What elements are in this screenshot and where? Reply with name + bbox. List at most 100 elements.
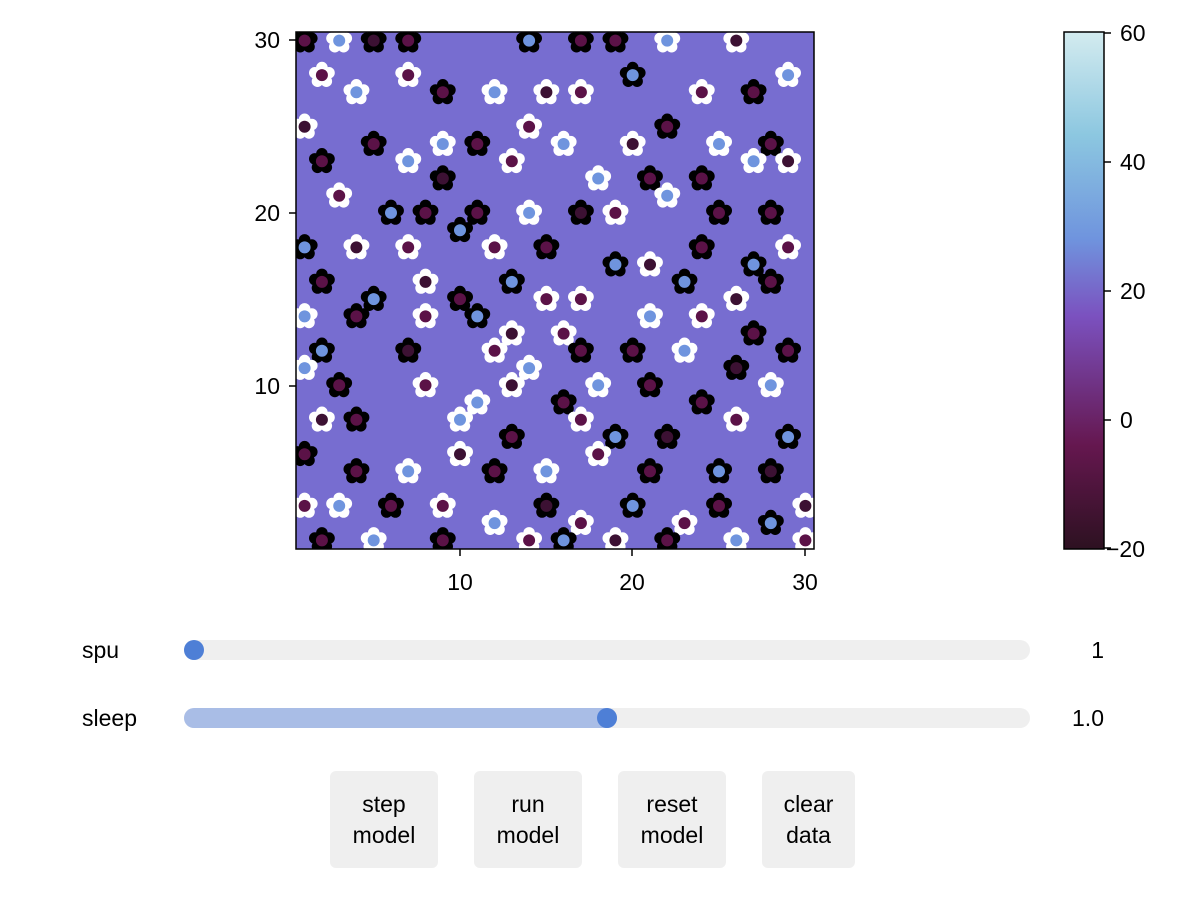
black-daisy [533, 492, 560, 518]
black-daisy [481, 458, 508, 484]
white-daisy [343, 234, 370, 260]
black-daisy [296, 32, 318, 53]
white-daisy [533, 458, 560, 484]
black-daisy [757, 130, 784, 156]
black-daisy [706, 492, 732, 518]
white-daisy [533, 79, 560, 105]
black-daisy [296, 440, 318, 467]
white-daisy [498, 372, 525, 398]
white-daisy [481, 337, 508, 363]
black-daisy [757, 458, 784, 484]
black-daisy [740, 320, 767, 346]
white-daisy [775, 148, 801, 174]
white-daisy [585, 165, 612, 191]
step-model-button-line2: model [352, 821, 416, 848]
black-daisy [447, 285, 474, 312]
black-daisy [775, 337, 801, 363]
white-daisy [326, 492, 353, 518]
black-daisy [296, 234, 318, 260]
x-tick-label: 30 [792, 569, 818, 595]
black-daisy [757, 199, 784, 225]
colorbar: 60 40 20 0 −20 [1063, 20, 1146, 562]
white-daisy [619, 130, 646, 156]
spu-label: spu [82, 637, 120, 663]
white-daisy [706, 130, 732, 156]
black-daisy [602, 423, 629, 449]
black-daisy [464, 130, 491, 156]
black-daisy [309, 268, 335, 294]
white-daisy [775, 234, 801, 260]
black-daisy [723, 354, 750, 380]
white-daisy [585, 440, 612, 467]
black-daisy [619, 61, 646, 87]
black-daisy [309, 337, 335, 363]
white-daisy [723, 285, 750, 312]
spu-slider-track[interactable] [184, 640, 1030, 660]
black-daisy [654, 527, 681, 549]
white-daisy [602, 527, 629, 549]
reset-model-button-line1: reset [646, 790, 698, 817]
black-daisy [360, 130, 387, 156]
colorbar-tick-label: 60 [1120, 20, 1146, 46]
white-daisy [568, 406, 594, 432]
white-daisy [326, 182, 353, 208]
spu-slider-knob[interactable] [184, 640, 204, 660]
black-daisy [568, 199, 594, 225]
white-daisy [516, 354, 542, 380]
white-daisy [360, 527, 387, 549]
black-daisy [395, 337, 422, 363]
black-daisy [637, 165, 663, 191]
white-daisy [602, 199, 629, 225]
step-model-button[interactable]: step model [330, 771, 438, 868]
white-daisy [343, 79, 370, 105]
sleep-slider-track[interactable] [184, 708, 1030, 728]
white-daisy [757, 372, 784, 398]
white-daisy [296, 303, 318, 329]
black-daisy [757, 268, 784, 294]
white-daisy [498, 148, 525, 174]
daisy-layer [296, 32, 814, 549]
white-daisy [481, 79, 508, 105]
plot-frame [295, 31, 815, 550]
black-daisy [378, 492, 404, 518]
black-daisy [395, 32, 422, 53]
white-daisy [296, 492, 318, 518]
black-daisy [464, 303, 491, 329]
run-model-button-line2: model [496, 821, 560, 848]
colorbar-tick-label: −20 [1106, 536, 1145, 562]
black-daisy [602, 32, 629, 53]
black-daisy [343, 406, 370, 432]
white-daisy [568, 285, 594, 312]
white-daisy [688, 303, 715, 329]
white-daisy [498, 320, 525, 346]
black-daisy [602, 251, 629, 277]
black-daisy [360, 285, 387, 312]
run-model-button-line1: run [511, 790, 545, 817]
white-daisy [516, 527, 542, 549]
reset-model-button[interactable]: reset model [618, 771, 726, 868]
white-daisy [395, 458, 422, 484]
white-daisy [723, 406, 750, 432]
sleep-label: sleep [82, 705, 137, 731]
black-daisy [309, 148, 335, 174]
white-daisy [481, 509, 508, 535]
clear-data-button[interactable]: clear data [762, 771, 855, 868]
y-tick-label: 10 [254, 373, 280, 399]
black-daisy [688, 234, 715, 260]
black-daisy [740, 251, 767, 277]
white-daisy [296, 113, 318, 139]
run-model-button[interactable]: run model [474, 771, 582, 868]
white-daisy [740, 148, 767, 174]
black-daisy [654, 113, 681, 139]
white-daisy [447, 440, 474, 467]
black-daisy [343, 303, 370, 329]
white-daisy [412, 303, 439, 329]
spu-slider-row: spu 1 [0, 630, 1200, 670]
y-axis: 10 20 30 [254, 27, 296, 399]
clear-data-button-line1: clear [783, 790, 834, 817]
white-daisy [654, 182, 681, 208]
sleep-slider-knob[interactable] [597, 708, 617, 728]
colorbar-gradient [1063, 31, 1105, 550]
black-daisy [412, 199, 439, 225]
black-daisy [533, 234, 560, 260]
